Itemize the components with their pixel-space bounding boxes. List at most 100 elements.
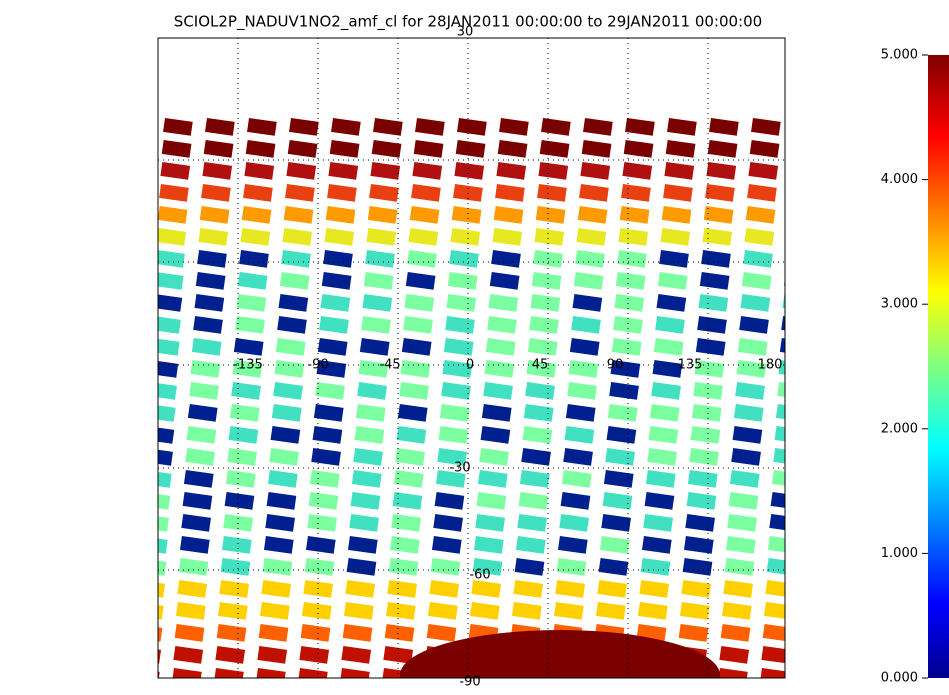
- swath-block: [277, 316, 307, 334]
- swath-block: [579, 183, 609, 202]
- swath-block: [187, 404, 218, 422]
- swath-block: [363, 272, 394, 290]
- swath-block: [161, 139, 192, 158]
- swath-block: [731, 448, 761, 466]
- swath-block: [437, 448, 467, 466]
- swath-block: [195, 271, 226, 290]
- swath-block: [661, 206, 692, 224]
- swath-block: [158, 271, 184, 290]
- swath-block: [766, 558, 785, 576]
- swath-block: [541, 117, 571, 136]
- swath-block: [762, 624, 785, 642]
- swath-block: [718, 668, 748, 678]
- swath-block: [289, 117, 319, 136]
- swath-block: [614, 294, 645, 312]
- swath-block: [408, 227, 439, 246]
- swath-block: [158, 404, 176, 422]
- swath-block: [743, 249, 773, 268]
- swath-block: [779, 337, 785, 356]
- swath-block: [652, 359, 683, 378]
- swath-block: [345, 580, 376, 598]
- swath-block: [331, 117, 361, 136]
- swath-block: [371, 139, 402, 158]
- swath-block: [685, 514, 715, 532]
- swath-block: [159, 184, 189, 202]
- swath-block: [487, 316, 517, 334]
- swath-block: [247, 117, 277, 136]
- swath-block: [729, 470, 760, 488]
- swath-block: [158, 426, 175, 444]
- swath-block: [690, 426, 721, 444]
- swath-block: [783, 272, 785, 290]
- swath-block: [347, 536, 378, 554]
- swath-block: [435, 470, 466, 488]
- swath-block: [649, 404, 680, 422]
- swath-block: [497, 139, 528, 158]
- swath-block: [158, 249, 185, 268]
- swath-block: [515, 536, 546, 554]
- swath-block: [399, 382, 429, 400]
- swath-block: [653, 337, 684, 356]
- swath-block: [227, 448, 257, 466]
- swath-block: [736, 359, 767, 378]
- swath-block: [761, 646, 785, 664]
- swath-block: [678, 624, 709, 642]
- swath-block: [606, 426, 637, 444]
- swath-block: [571, 316, 601, 334]
- swath-block: [457, 117, 487, 136]
- swath-block: [313, 404, 344, 422]
- swath-block: [641, 536, 672, 554]
- swath-block: [221, 536, 252, 554]
- swath-block: [518, 492, 549, 510]
- swath-block: [173, 646, 204, 664]
- swath-block: [534, 227, 565, 246]
- swath-block: [384, 624, 415, 642]
- swath-block: [158, 294, 183, 312]
- swath-block: [446, 294, 477, 312]
- swath-block: [703, 206, 734, 224]
- swath-block: [735, 382, 765, 400]
- swath-block: [232, 360, 263, 378]
- swath-block: [740, 294, 771, 312]
- swath-block: [329, 139, 360, 158]
- swath-block: [409, 205, 440, 224]
- swath-block: [793, 118, 823, 136]
- swath-block: [643, 514, 673, 532]
- swath-block: [283, 206, 314, 224]
- swath-block: [493, 205, 524, 224]
- swath-block: [480, 426, 511, 444]
- grid: [158, 38, 785, 678]
- swath-block: [266, 492, 297, 510]
- swath-block: [601, 514, 631, 532]
- swath-block: [225, 470, 256, 488]
- swath-block: [737, 337, 768, 356]
- swath-block: [270, 426, 301, 444]
- swath-block: [231, 382, 261, 400]
- swath-block: [656, 294, 687, 312]
- swath-block: [158, 470, 172, 488]
- swath-block: [573, 272, 604, 290]
- swath-block: [351, 470, 382, 488]
- colorbar-label: 1.000: [881, 546, 918, 561]
- swath-block: [407, 249, 437, 268]
- swath-block: [216, 624, 247, 642]
- swath-block: [657, 272, 688, 290]
- swath-block: [782, 294, 785, 312]
- swath-block: [286, 162, 317, 180]
- swath-block: [733, 404, 764, 422]
- swath-block: [522, 426, 553, 444]
- swath-block: [261, 580, 292, 598]
- swath-block: [285, 184, 315, 202]
- lat-label: -90: [459, 675, 480, 690]
- swath-block: [618, 227, 649, 246]
- swath-block: [581, 139, 612, 158]
- swath-block: [430, 558, 461, 576]
- swath-block: [682, 558, 713, 576]
- swath-block: [396, 426, 427, 444]
- swath-block: [304, 558, 335, 576]
- swath-block: [190, 360, 221, 378]
- swath-block: [365, 249, 395, 268]
- swath-block: [158, 316, 181, 334]
- swaths: [158, 117, 823, 678]
- swath-block: [158, 338, 180, 356]
